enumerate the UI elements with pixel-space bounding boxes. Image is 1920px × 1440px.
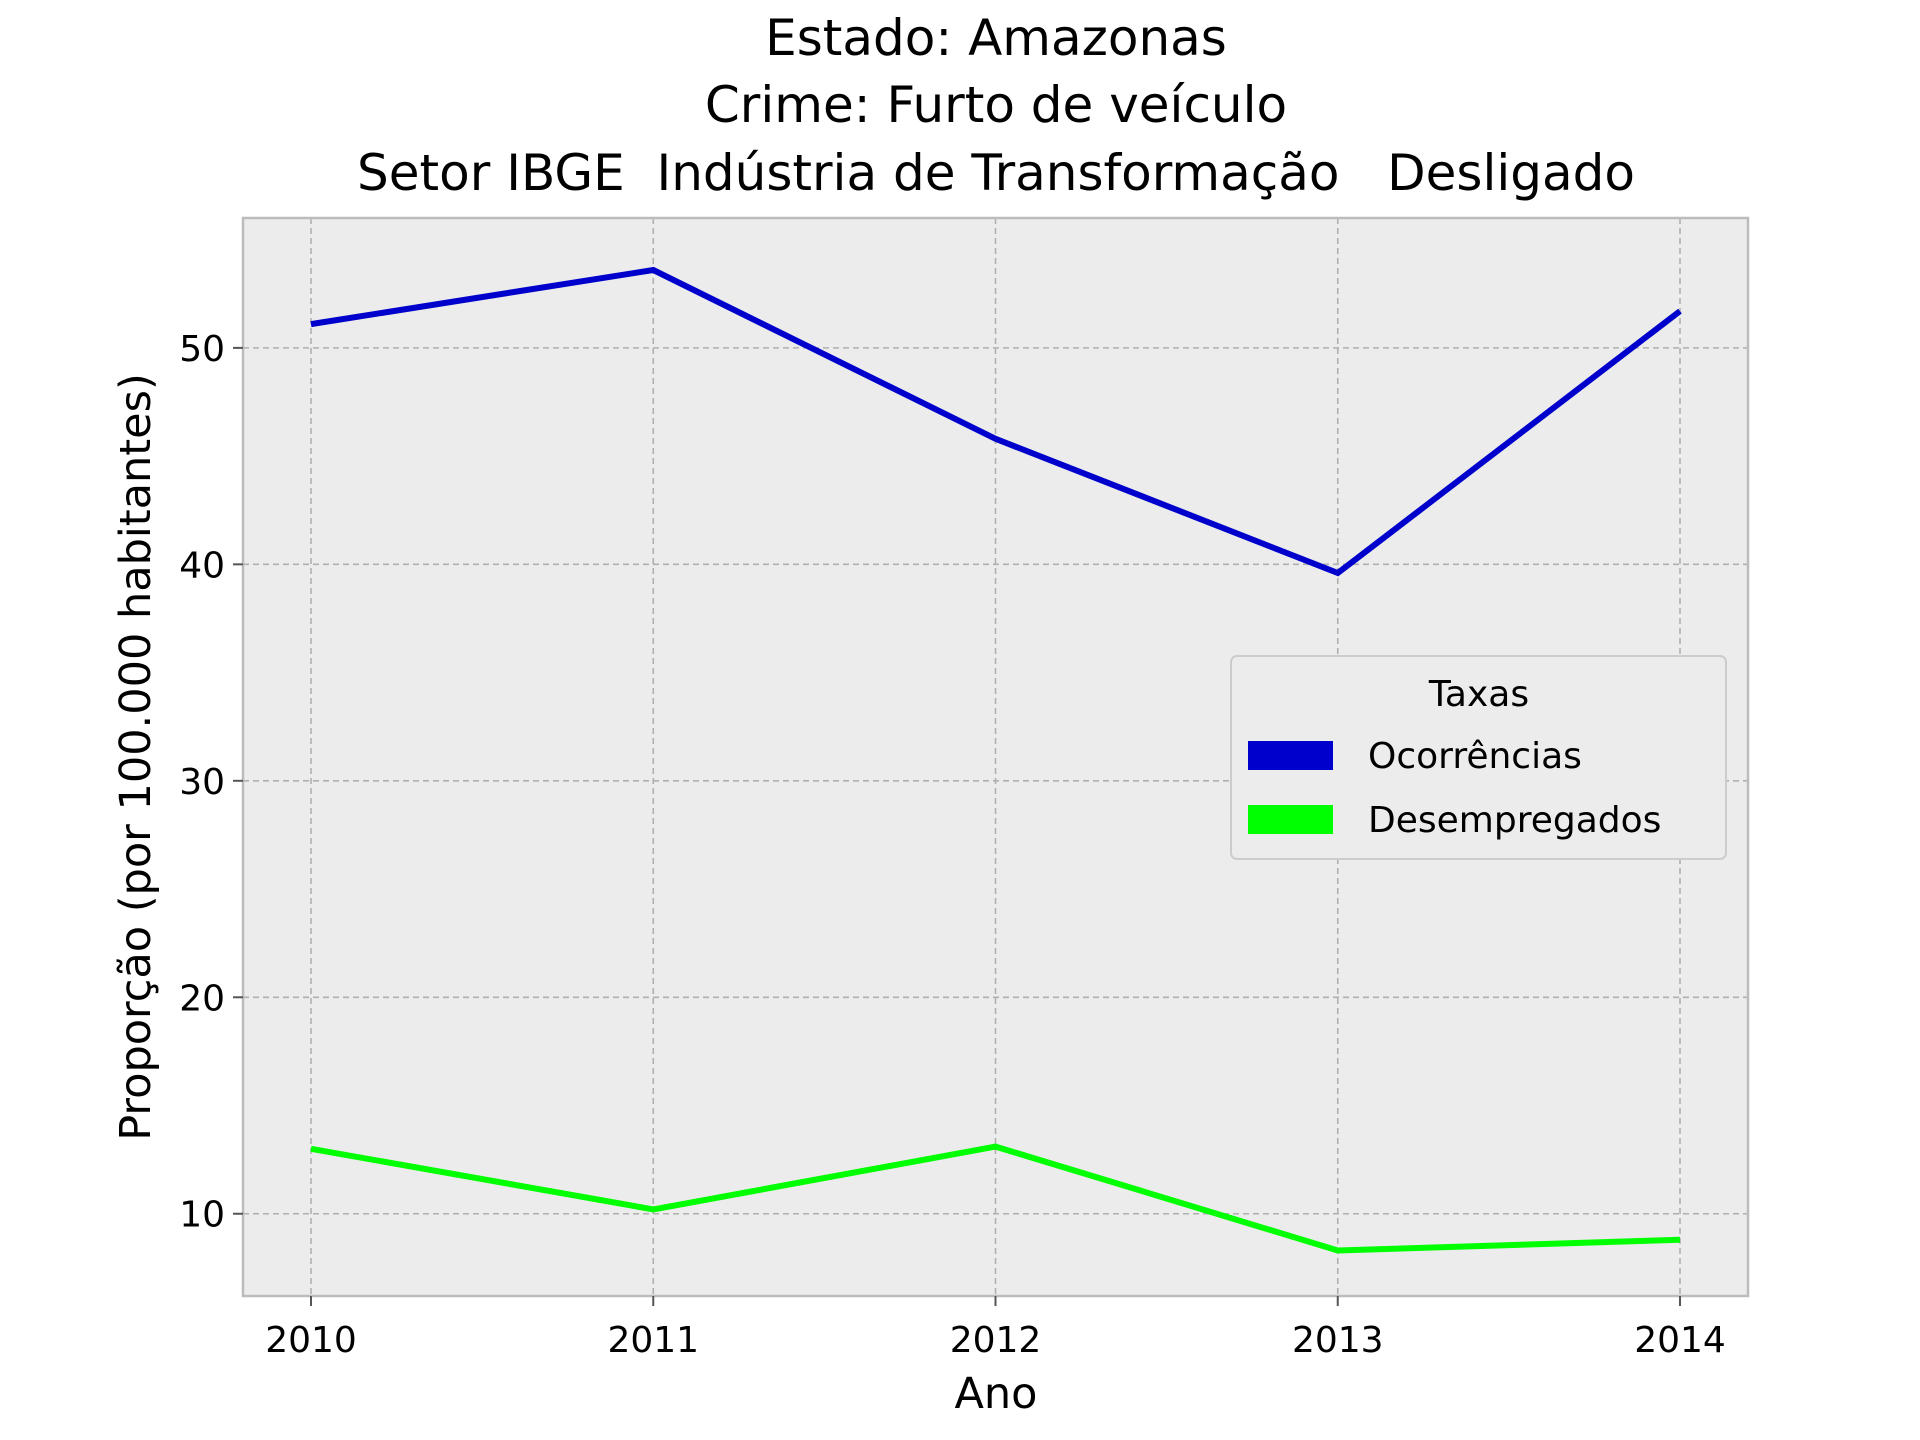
y-axis-label: Proporção (por 100.000 habitantes) xyxy=(111,373,161,1141)
y-tick-label: 40 xyxy=(179,545,225,586)
chart-title-line-2: Crime: Furto de veículo xyxy=(705,76,1287,134)
x-tick-label: 2012 xyxy=(950,1320,1042,1361)
axis-ticks: 2010 2011 2012 2013 2014 10 20 30 40 50 xyxy=(179,329,1726,1361)
x-tick-label: 2010 xyxy=(265,1320,357,1361)
legend-label-ocorrencias: Ocorrências xyxy=(1368,736,1582,777)
x-tick-label: 2011 xyxy=(607,1320,699,1361)
legend: Taxas Ocorrências Desempregados xyxy=(1230,655,1727,860)
legend-box xyxy=(1230,655,1727,860)
y-tick-label: 30 xyxy=(179,762,225,803)
legend-swatch-desempregados xyxy=(1248,805,1333,834)
x-axis-label: Ano xyxy=(955,1369,1038,1419)
series-lines xyxy=(310,266,1682,1254)
chart-title-line-1: Estado: Amazonas xyxy=(765,9,1227,67)
legend-label-desempregados: Desempregados xyxy=(1368,800,1661,841)
legend-swatch-ocorrencias xyxy=(1248,741,1333,770)
chart-title-line-3: Setor IBGE Indústria de Transformação De… xyxy=(357,144,1635,202)
y-tick-label: 50 xyxy=(179,329,225,370)
y-tick-label: 10 xyxy=(179,1195,225,1236)
y-tick-label: 20 xyxy=(179,978,225,1019)
x-tick-label: 2013 xyxy=(1292,1320,1384,1361)
legend-title: Taxas xyxy=(1428,674,1529,715)
series-line-desempregados xyxy=(310,1143,1681,1254)
x-tick-label: 2014 xyxy=(1634,1320,1726,1361)
